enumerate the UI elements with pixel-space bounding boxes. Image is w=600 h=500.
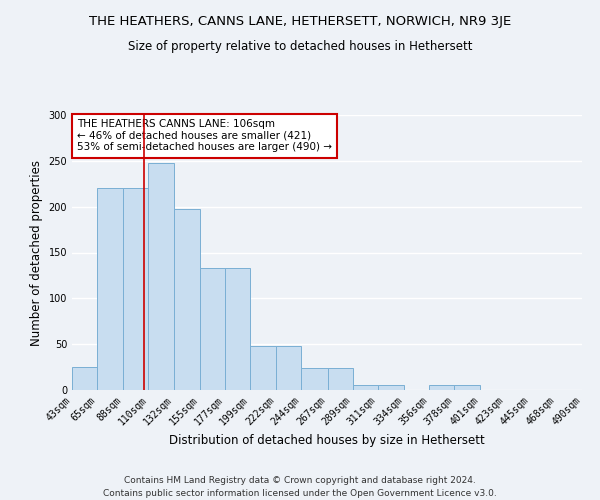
Text: Size of property relative to detached houses in Hethersett: Size of property relative to detached ho… xyxy=(128,40,472,53)
Bar xyxy=(200,268,225,390)
Bar xyxy=(72,367,97,390)
Y-axis label: Number of detached properties: Number of detached properties xyxy=(30,160,43,346)
Bar xyxy=(276,346,301,390)
Bar xyxy=(301,368,328,390)
Bar xyxy=(429,386,454,390)
Text: THE HEATHERS, CANNS LANE, HETHERSETT, NORWICH, NR9 3JE: THE HEATHERS, CANNS LANE, HETHERSETT, NO… xyxy=(89,15,511,28)
Bar xyxy=(97,188,124,390)
X-axis label: Distribution of detached houses by size in Hethersett: Distribution of detached houses by size … xyxy=(169,434,485,447)
Bar xyxy=(454,386,481,390)
Bar xyxy=(173,210,200,390)
Bar xyxy=(378,386,404,390)
Text: Contains HM Land Registry data © Crown copyright and database right 2024.: Contains HM Land Registry data © Crown c… xyxy=(124,476,476,485)
Text: THE HEATHERS CANNS LANE: 106sqm
← 46% of detached houses are smaller (421)
53% o: THE HEATHERS CANNS LANE: 106sqm ← 46% of… xyxy=(77,119,332,152)
Bar xyxy=(582,387,600,390)
Bar xyxy=(225,268,250,390)
Bar xyxy=(328,368,353,390)
Bar xyxy=(353,386,378,390)
Bar xyxy=(250,346,276,390)
Text: Contains public sector information licensed under the Open Government Licence v3: Contains public sector information licen… xyxy=(103,488,497,498)
Bar xyxy=(148,162,173,390)
Bar xyxy=(124,188,148,390)
